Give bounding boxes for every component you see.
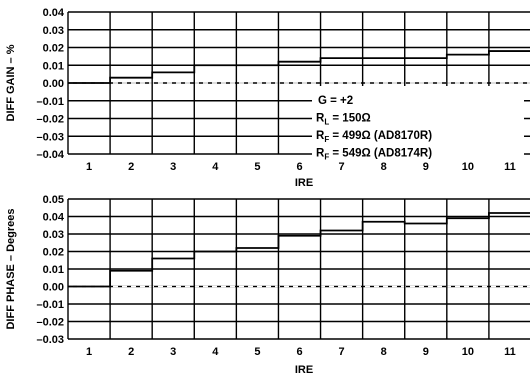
- annotation-line: RF = 499Ω (AD8170R): [316, 130, 432, 144]
- x-tick-label: 5: [254, 161, 260, 173]
- diff-gain-chart: 0.04 0.03 0.02 0.01 0.00 –0.01 –0.02 –0.03 –0.04…: [5, 7, 530, 189]
- y-tick-label: –0.03: [36, 334, 64, 346]
- y-tick-label: 0.03: [43, 229, 64, 241]
- y-tick-label: 0.01: [43, 60, 64, 72]
- y-axis-label: DIFF PHASE – Degrees: [5, 208, 17, 329]
- y-tick-label: 0.04: [43, 212, 65, 224]
- y-tick-label: 0.04: [43, 7, 65, 19]
- x-tick-label: 5: [254, 346, 260, 358]
- x-tick-label: 3: [170, 161, 176, 173]
- x-tick-label: 9: [423, 346, 429, 358]
- annotation-line: G = +2: [318, 95, 353, 107]
- y-tick-label: –0.03: [36, 131, 64, 143]
- series-line: [68, 212, 530, 288]
- annotation-line: RF = 549Ω (AD8174R): [316, 148, 432, 162]
- x-axis-label: IRE: [295, 177, 313, 189]
- y-tick-label: 0.03: [43, 25, 64, 37]
- annotation-box: [312, 86, 524, 160]
- x-tick-label: 2: [128, 346, 134, 358]
- x-tick-label: 6: [296, 346, 302, 358]
- x-tick-label: 2: [128, 161, 134, 173]
- diff-phase-chart: 0.05 0.04 0.03 0.02 0.01 0.00 –0.01 –0.02 –0.03 1…: [5, 194, 530, 376]
- x-tick-label: 11: [504, 161, 516, 173]
- y-tick-label: –0.04: [36, 149, 64, 161]
- annotation-line: RL = 150Ω: [316, 113, 371, 127]
- x-tick-label: 9: [423, 161, 429, 173]
- x-tick-label: 3: [170, 346, 176, 358]
- y-tick-label: 0.02: [43, 247, 64, 259]
- series-line: [68, 50, 530, 84]
- x-tick-label: 10: [462, 346, 474, 358]
- y-tick-label: –0.01: [36, 96, 64, 108]
- y-tick-label: –0.01: [36, 299, 64, 311]
- y-tick-label: 0.00: [43, 78, 64, 90]
- x-tick-label: 1: [86, 161, 92, 173]
- x-tick-label: 7: [339, 346, 345, 358]
- y-tick-label: –0.02: [36, 114, 64, 126]
- y-tick-label: 0.01: [43, 264, 64, 276]
- x-tick-label: 8: [381, 346, 387, 358]
- y-tick-label: 0.02: [43, 43, 64, 55]
- x-tick-label: 1: [86, 346, 92, 358]
- x-tick-label: 4: [212, 346, 219, 358]
- x-tick-label: 11: [504, 346, 516, 358]
- y-tick-label: 0.00: [43, 282, 64, 294]
- x-tick-label: 8: [381, 161, 387, 173]
- y-tick-label: 0.05: [43, 194, 64, 206]
- x-axis-label: IRE: [295, 364, 313, 376]
- x-tick-label: 7: [339, 161, 345, 173]
- x-tick-label: 4: [212, 161, 219, 173]
- y-tick-label: –0.02: [36, 317, 64, 329]
- x-tick-label: 6: [296, 161, 302, 173]
- x-tick-label: 10: [462, 161, 474, 173]
- y-axis-label: DIFF GAIN – %: [5, 44, 17, 121]
